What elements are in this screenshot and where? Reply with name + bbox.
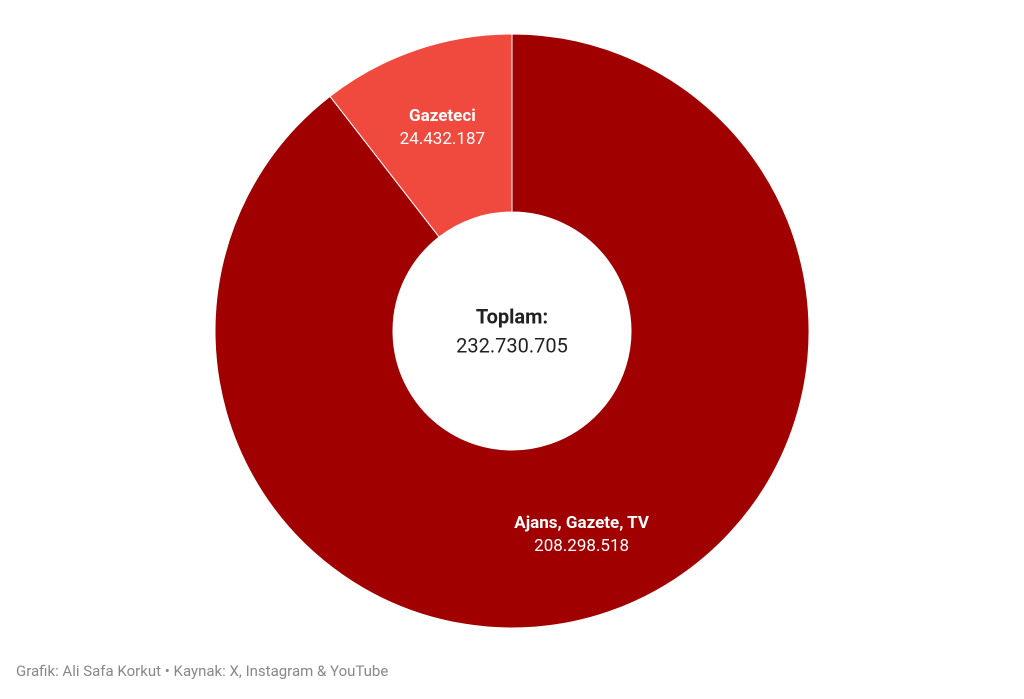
slice [214, 33, 810, 629]
slice-value: 24.432.187 [400, 129, 485, 149]
center-title: Toplam: [476, 304, 548, 328]
slice [329, 33, 513, 238]
slice-value: 208.298.518 [534, 536, 629, 556]
center-total: 232.730.705 [456, 333, 568, 357]
slice-label: Gazeteci [409, 106, 476, 126]
caption: Grafik: Ali Safa Korkut • Kaynak: X, Ins… [16, 662, 388, 680]
slice-label: Ajans, Gazete, TV [514, 513, 650, 533]
